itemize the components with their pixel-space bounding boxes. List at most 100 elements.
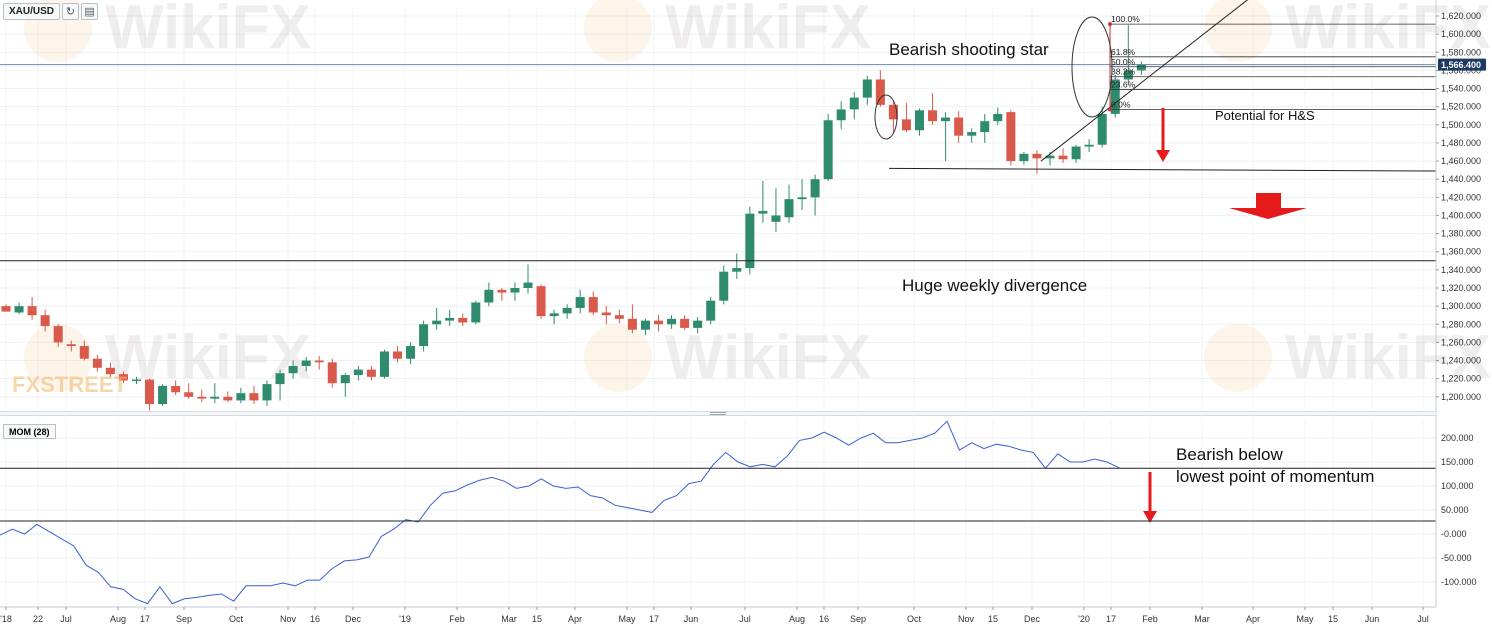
- candle-body: [445, 317, 455, 321]
- divergence-annotation: Huge weekly divergence: [902, 276, 1087, 295]
- fibonacci-level-label: 23.6%: [1111, 79, 1136, 89]
- time-axis-label: Sep: [850, 614, 866, 624]
- bearish-momentum-annotation-line2: lowest point of momentum: [1176, 467, 1374, 486]
- candle-body: [118, 374, 128, 381]
- price-axis-label: 1,280.000: [1441, 319, 1481, 329]
- candle-body: [105, 367, 115, 375]
- candle-body: [915, 110, 924, 131]
- candle-body: [575, 297, 585, 308]
- time-axis-label: Jun: [1365, 614, 1380, 624]
- wikifx-logo-icon: [584, 0, 652, 62]
- candle-body: [810, 179, 820, 198]
- candle-body: [1006, 112, 1016, 162]
- time-axis-label: Sep: [176, 614, 192, 624]
- fxstreet-watermark: FXSTREET: [12, 372, 127, 397]
- time-axis-label: Oct: [229, 614, 244, 624]
- price-axis-label: 1,480.000: [1441, 138, 1481, 148]
- wikifx-watermark: WikiFX: [105, 0, 311, 62]
- candle-body: [1110, 79, 1120, 114]
- time-axis-label: May: [1296, 614, 1314, 624]
- momentum-axis-label: -0.000: [1441, 529, 1467, 539]
- momentum-axis-label: 150.000: [1441, 457, 1474, 467]
- time-axis-label: '19: [399, 614, 411, 624]
- price-axis-label: 1,420.000: [1441, 192, 1481, 202]
- candle-body: [197, 396, 207, 399]
- candle-body: [627, 318, 637, 330]
- wikifx-logo-icon: [24, 324, 92, 392]
- time-axis-label: Jun: [684, 614, 699, 624]
- candle-body: [732, 268, 742, 272]
- candle-body: [614, 315, 624, 319]
- candle-body: [1123, 70, 1133, 80]
- wikifx-watermark: WikiFX: [1285, 0, 1491, 62]
- fibonacci-level-label: 61.8%: [1111, 47, 1136, 57]
- candle-body: [967, 132, 977, 136]
- candle-body: [1045, 155, 1055, 159]
- price-axis-label: 1,200.000: [1441, 392, 1481, 402]
- shooting-star-annotation: Bearish shooting star: [889, 40, 1049, 59]
- price-axis-label: 1,240.000: [1441, 356, 1481, 366]
- candle-body: [549, 313, 559, 317]
- time-axis-label: 15: [988, 614, 998, 624]
- price-axis-label: 1,260.000: [1441, 337, 1481, 347]
- price-axis-label: 1,320.000: [1441, 283, 1481, 293]
- time-axis-label: '18: [0, 614, 12, 624]
- candle-body: [836, 109, 846, 121]
- time-axis-label: Mar: [1194, 614, 1210, 624]
- pane-resize-grip-icon[interactable]: [710, 412, 726, 415]
- price-axis-label: 1,540.000: [1441, 84, 1481, 94]
- candles-layer: [1, 25, 1146, 411]
- candle-body: [562, 307, 572, 314]
- price-axis-label: 1,580.000: [1441, 47, 1481, 57]
- reversal-ellipse: [874, 94, 898, 140]
- price-axis-label: 1,500.000: [1441, 120, 1481, 130]
- price-axis-label: 1,400.000: [1441, 210, 1481, 220]
- momentum-indicator-label[interactable]: MOM (28): [3, 424, 56, 439]
- candle-body: [432, 320, 442, 325]
- trend-line: [1040, 0, 1249, 162]
- grid-layer: [0, 8, 1436, 607]
- bearish-arrow-icon-head: [1156, 150, 1170, 162]
- time-axis-label: Jul: [60, 614, 72, 624]
- candle-body: [301, 360, 311, 366]
- time-axis-label: 22: [33, 614, 43, 624]
- candle-body: [53, 326, 63, 343]
- candle-body: [210, 396, 220, 399]
- candle-body: [379, 351, 389, 377]
- time-axis-label: 16: [310, 614, 320, 624]
- shooting-star-ellipse: [1071, 16, 1113, 118]
- candle-body: [719, 271, 729, 301]
- pane-divider[interactable]: [0, 411, 1436, 416]
- candle-body: [1019, 153, 1029, 162]
- calendar-icon[interactable]: ▤: [81, 3, 99, 20]
- time-axis-label: Aug: [110, 614, 126, 624]
- time-axis-label: 15: [1328, 614, 1338, 624]
- time-axis-label: 17: [1106, 614, 1116, 624]
- candle-body: [823, 120, 833, 180]
- wikifx-watermark: WikiFX: [665, 323, 871, 392]
- momentum-bearish-arrow-icon-head: [1143, 511, 1157, 523]
- wikifx-watermark: WikiFX: [665, 0, 871, 62]
- fibonacci-level-label: 100.0%: [1111, 14, 1140, 24]
- candle-body: [1, 306, 11, 312]
- candle-body: [366, 369, 376, 377]
- candle-body: [784, 199, 794, 218]
- candle-body: [184, 392, 194, 397]
- fibonacci-level-label: 50.0%: [1111, 57, 1136, 67]
- symbol-selector-button[interactable]: XAU/USD: [3, 3, 61, 20]
- candle-body: [771, 215, 781, 222]
- candle-body: [797, 197, 807, 200]
- refresh-icon[interactable]: ↻: [62, 3, 80, 20]
- time-axis-label: Oct: [907, 614, 922, 624]
- chart-toolbar: XAU/USD ↻ ▤: [3, 3, 99, 20]
- candle-body: [406, 346, 416, 359]
- momentum-axis-label: 200.000: [1441, 433, 1474, 443]
- time-axis-label: '20: [1078, 614, 1090, 624]
- candle-body: [849, 97, 859, 110]
- time-axis-label: Nov: [958, 614, 975, 624]
- fibonacci-anchor: [1108, 107, 1112, 112]
- bearish-momentum-annotation-line1: Bearish below: [1176, 445, 1284, 464]
